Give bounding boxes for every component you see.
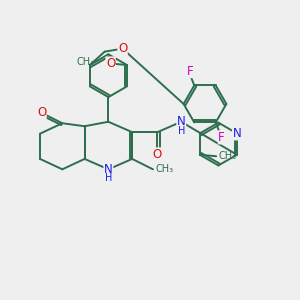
Text: CH₃: CH₃ — [219, 151, 237, 161]
Text: CH₃: CH₃ — [155, 164, 173, 174]
Text: H: H — [105, 173, 113, 183]
Text: O: O — [153, 148, 162, 161]
Text: F: F — [218, 131, 225, 144]
Text: O: O — [118, 42, 127, 55]
Text: H: H — [178, 126, 185, 136]
Text: N: N — [104, 163, 113, 176]
Text: F: F — [187, 64, 193, 78]
Text: N: N — [232, 127, 241, 140]
Text: O: O — [37, 106, 46, 119]
Text: O: O — [106, 57, 115, 70]
Text: N: N — [177, 115, 186, 128]
Text: CH₃: CH₃ — [76, 57, 94, 67]
